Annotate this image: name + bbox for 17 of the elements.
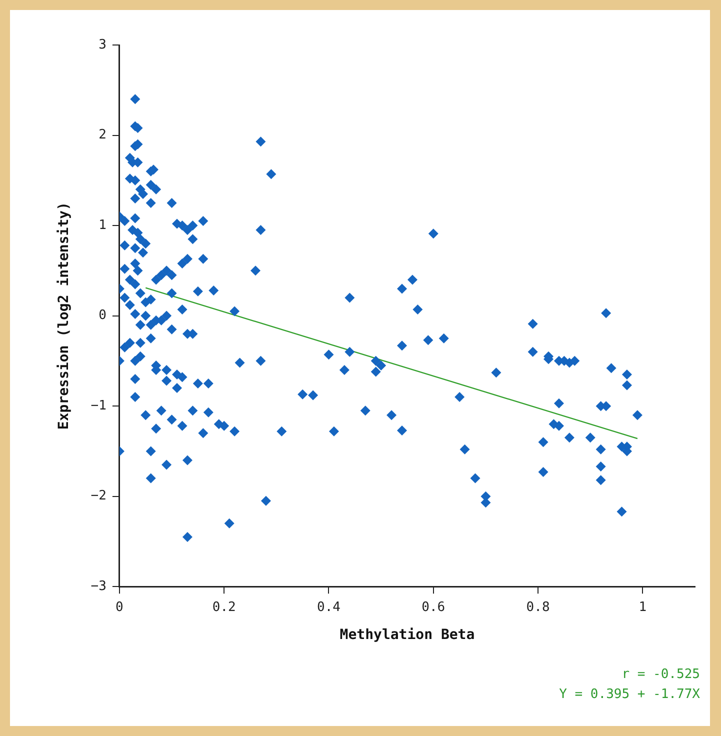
x-tick-label: 0.2: [212, 600, 236, 615]
y-tick-label: 0: [98, 308, 106, 324]
x-tick-label: 0.6: [422, 600, 446, 615]
y-tick-label: −1: [90, 398, 106, 414]
x-tick-label: 0: [116, 600, 124, 615]
y-tick-label: 1: [98, 218, 106, 233]
x-tick-label: 1: [638, 600, 647, 615]
y-tick-label: 2: [98, 128, 106, 143]
x-tick-label: 0.4: [317, 600, 341, 615]
text: Y = 0.395 + -1.77X: [559, 687, 700, 702]
x-tick-label: 0.8: [526, 600, 550, 615]
y-axis-title: Expression (log2 intensity): [56, 202, 72, 430]
y-tick-label: 3: [98, 37, 106, 52]
y-tick-label: −3: [90, 578, 106, 594]
text: r = -0.525: [622, 667, 700, 682]
y-tick-label: −2: [90, 488, 106, 504]
x-axis-title: Methylation Beta: [340, 627, 475, 644]
